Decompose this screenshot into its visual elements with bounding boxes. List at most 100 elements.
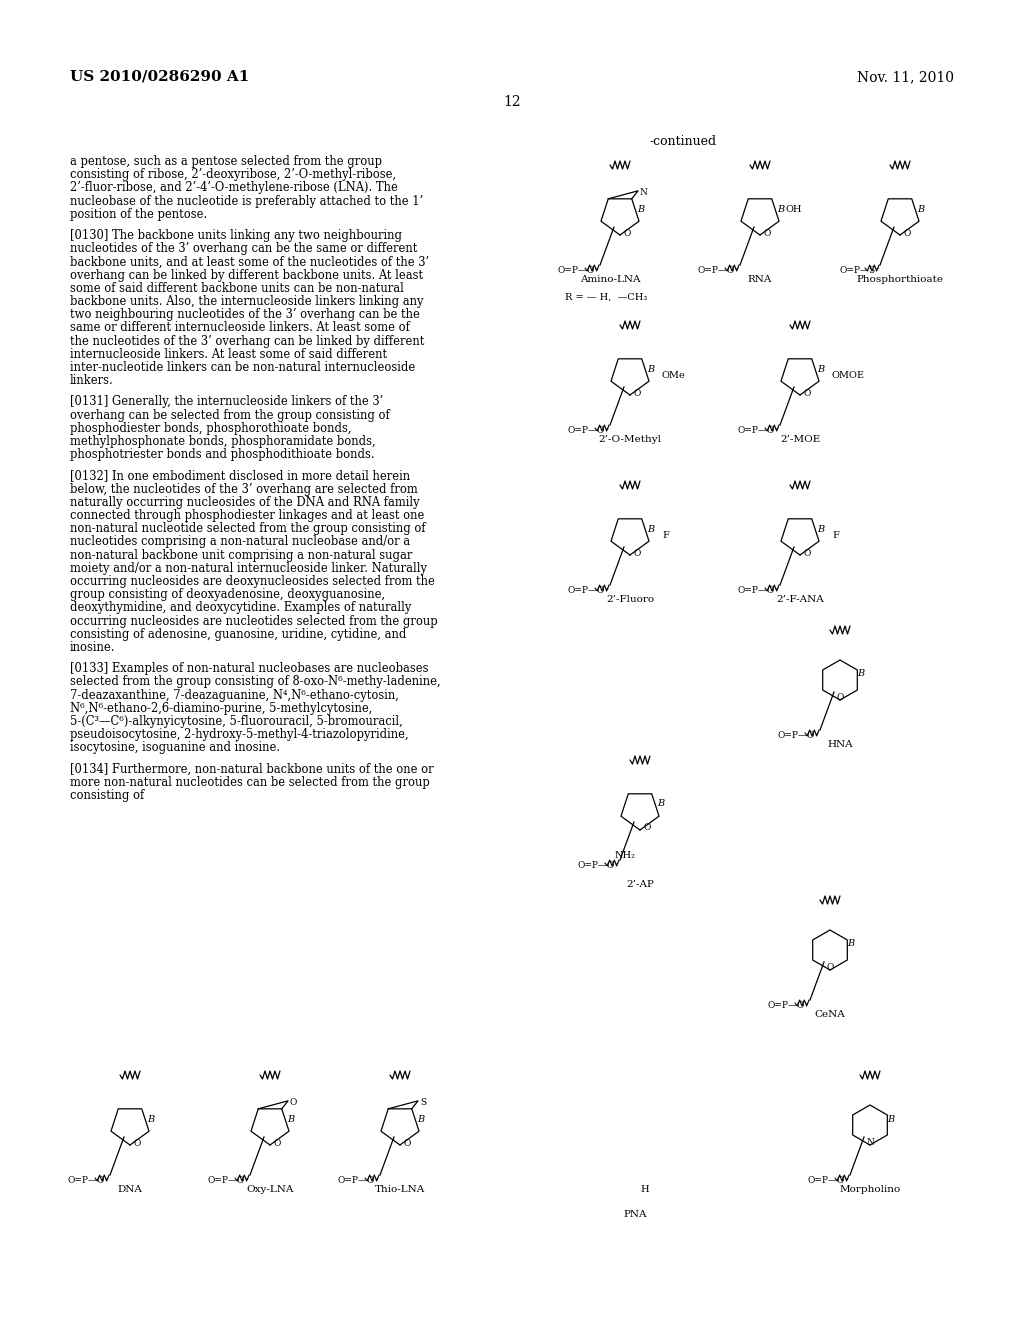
Text: deoxythymidine, and deoxycytidine. Examples of naturally: deoxythymidine, and deoxycytidine. Examp… — [70, 602, 412, 614]
Text: O=P—S⁻: O=P—S⁻ — [839, 267, 880, 275]
Text: inter-nucleotide linkers can be non-natural internucleoside: inter-nucleotide linkers can be non-natu… — [70, 360, 416, 374]
Text: phosphotriester bonds and phosphodithioate bonds.: phosphotriester bonds and phosphodithioa… — [70, 449, 375, 461]
Text: O=P—O⁻: O=P—O⁻ — [778, 731, 820, 741]
Text: OMe: OMe — [662, 371, 686, 380]
Text: OMOE: OMOE — [831, 371, 865, 380]
Text: DNA: DNA — [118, 1185, 142, 1195]
Text: -continued: -continued — [650, 135, 717, 148]
Text: B: B — [887, 1114, 894, 1123]
Text: B: B — [777, 205, 784, 214]
Text: B: B — [817, 524, 824, 533]
Text: F: F — [662, 531, 669, 540]
Text: [0133] Examples of non-natural nucleobases are nucleobases: [0133] Examples of non-natural nucleobas… — [70, 663, 428, 676]
Text: O: O — [623, 228, 631, 238]
Text: Phosphorthioate: Phosphorthioate — [856, 275, 943, 284]
Text: O: O — [826, 964, 834, 972]
Text: the nucleotides of the 3’ overhang can be linked by different: the nucleotides of the 3’ overhang can b… — [70, 334, 424, 347]
Text: overhang can be selected from the group consisting of: overhang can be selected from the group … — [70, 409, 390, 421]
Text: O: O — [763, 228, 770, 238]
Text: O: O — [643, 824, 650, 833]
Text: nucleotides comprising a non-natural nucleobase and/or a: nucleotides comprising a non-natural nuc… — [70, 536, 411, 548]
Text: naturally occurring nucleosides of the DNA and RNA family: naturally occurring nucleosides of the D… — [70, 496, 420, 508]
Text: same or different internucleoside linkers. At least some of: same or different internucleoside linker… — [70, 321, 410, 334]
Text: 5-(C³—C⁶)-alkynyicytosine, 5-fluorouracil, 5-bromouracil,: 5-(C³—C⁶)-alkynyicytosine, 5-fluorouraci… — [70, 715, 402, 729]
Text: US 2010/0286290 A1: US 2010/0286290 A1 — [70, 70, 250, 84]
Text: O=P—O⁻: O=P—O⁻ — [568, 426, 610, 436]
Text: occurring nucleosides are nucleotides selected from the group: occurring nucleosides are nucleotides se… — [70, 615, 437, 627]
Text: B: B — [287, 1114, 294, 1123]
Text: backbone units. Also, the internucleoside linkers linking any: backbone units. Also, the internucleosid… — [70, 294, 424, 308]
Text: H: H — [640, 1185, 648, 1195]
Text: B: B — [147, 1114, 155, 1123]
Text: O=P—O⁻: O=P—O⁻ — [808, 1176, 850, 1185]
Text: moiety and/or a non-natural internucleoside linker. Naturally: moiety and/or a non-natural internucleos… — [70, 562, 427, 574]
Text: OH: OH — [785, 206, 802, 214]
Text: N⁶,N⁶-ethano-2,6-diamino-purine, 5-methylcytosine,: N⁶,N⁶-ethano-2,6-diamino-purine, 5-methy… — [70, 702, 373, 715]
Text: RNA: RNA — [748, 275, 772, 284]
Text: O: O — [803, 549, 810, 557]
Text: B: B — [647, 524, 654, 533]
Text: nucleobase of the nucleotide is preferably attached to the 1’: nucleobase of the nucleotide is preferab… — [70, 194, 423, 207]
Text: selected from the group consisting of 8-oxo-N⁶-methy-ladenine,: selected from the group consisting of 8-… — [70, 676, 440, 689]
Text: O: O — [803, 388, 810, 397]
Text: phosphodiester bonds, phosphorothioate bonds,: phosphodiester bonds, phosphorothioate b… — [70, 422, 351, 434]
Text: 12: 12 — [503, 95, 521, 110]
Text: O=P—O⁻: O=P—O⁻ — [338, 1176, 380, 1185]
Text: overhang can be linked by different backbone units. At least: overhang can be linked by different back… — [70, 268, 423, 281]
Text: N: N — [640, 189, 648, 197]
Text: Thio-LNA: Thio-LNA — [375, 1185, 425, 1195]
Text: inosine.: inosine. — [70, 642, 116, 653]
Text: O=P—O⁻: O=P—O⁻ — [768, 1001, 810, 1010]
Text: linkers.: linkers. — [70, 374, 114, 387]
Text: methylphosphonate bonds, phosphoramidate bonds,: methylphosphonate bonds, phosphoramidate… — [70, 436, 376, 447]
Text: consisting of ribose, 2’-deoxyribose, 2’-O-methyl-ribose,: consisting of ribose, 2’-deoxyribose, 2’… — [70, 168, 396, 181]
Text: O: O — [837, 693, 844, 702]
Text: 7-deazaxanthine, 7-deazaguanine, N⁴,N⁶-ethano-cytosin,: 7-deazaxanthine, 7-deazaguanine, N⁴,N⁶-e… — [70, 689, 399, 702]
Text: backbone units, and at least some of the nucleotides of the 3’: backbone units, and at least some of the… — [70, 255, 429, 268]
Text: O=P—O⁻: O=P—O⁻ — [208, 1176, 250, 1185]
Text: O: O — [133, 1138, 140, 1147]
Text: consisting of adenosine, guanosine, uridine, cytidine, and: consisting of adenosine, guanosine, urid… — [70, 628, 407, 640]
Text: group consisting of deoxyadenosine, deoxyguanosine,: group consisting of deoxyadenosine, deox… — [70, 589, 385, 601]
Text: position of the pentose.: position of the pentose. — [70, 207, 207, 220]
Text: O: O — [903, 228, 910, 238]
Text: [0134] Furthermore, non-natural backbone units of the one or: [0134] Furthermore, non-natural backbone… — [70, 763, 433, 776]
Text: Nov. 11, 2010: Nov. 11, 2010 — [857, 70, 954, 84]
Text: O: O — [403, 1138, 411, 1147]
Text: PNA: PNA — [624, 1210, 647, 1218]
Text: connected through phosphodiester linkages and at least one: connected through phosphodiester linkage… — [70, 510, 424, 521]
Text: nucleotides of the 3’ overhang can be the same or different: nucleotides of the 3’ overhang can be th… — [70, 242, 418, 255]
Text: pseudoisocytosine, 2-hydroxy-5-methyl-4-triazolopyridine,: pseudoisocytosine, 2-hydroxy-5-methyl-4-… — [70, 729, 409, 742]
Text: below, the nucleotides of the 3’ overhang are selected from: below, the nucleotides of the 3’ overhan… — [70, 483, 418, 495]
Text: O=P—O⁻: O=P—O⁻ — [738, 426, 780, 436]
Text: 2’-F-ANA: 2’-F-ANA — [776, 595, 824, 605]
Text: B: B — [857, 669, 864, 678]
Text: N: N — [866, 1138, 873, 1147]
Text: 2’-Fluoro: 2’-Fluoro — [606, 595, 654, 605]
Text: B: B — [817, 364, 824, 374]
Text: O=P—O⁻: O=P—O⁻ — [698, 267, 740, 275]
Text: Oxy-LNA: Oxy-LNA — [247, 1185, 294, 1195]
Text: NH₂: NH₂ — [614, 851, 636, 861]
Text: non-natural nucleotide selected from the group consisting of: non-natural nucleotide selected from the… — [70, 523, 426, 535]
Text: HNA: HNA — [827, 741, 853, 748]
Text: O=P—O⁻: O=P—O⁻ — [558, 267, 600, 275]
Text: B: B — [847, 940, 854, 949]
Text: [0131] Generally, the internucleoside linkers of the 3’: [0131] Generally, the internucleoside li… — [70, 396, 383, 408]
Text: O: O — [290, 1098, 297, 1107]
Text: F: F — [831, 531, 839, 540]
Text: 2’-fluor-ribose, and 2’-4’-O-methylene-ribose (LNA). The: 2’-fluor-ribose, and 2’-4’-O-methylene-r… — [70, 181, 398, 194]
Text: R = — H,  —CH₃: R = — H, —CH₃ — [565, 293, 647, 302]
Text: O: O — [633, 388, 640, 397]
Text: 2’-AP: 2’-AP — [626, 880, 654, 888]
Text: B: B — [647, 364, 654, 374]
Text: B: B — [918, 205, 924, 214]
Text: O=P—O⁻: O=P—O⁻ — [68, 1176, 110, 1185]
Text: internucleoside linkers. At least some of said different: internucleoside linkers. At least some o… — [70, 347, 387, 360]
Text: O=P—O⁻: O=P—O⁻ — [568, 586, 610, 595]
Text: B: B — [657, 800, 665, 808]
Text: occurring nucleosides are deoxynucleosides selected from the: occurring nucleosides are deoxynucleosid… — [70, 576, 435, 587]
Text: B: B — [637, 205, 644, 214]
Text: 2’-MOE: 2’-MOE — [780, 436, 820, 444]
Text: O=P—O⁻: O=P—O⁻ — [738, 586, 780, 595]
